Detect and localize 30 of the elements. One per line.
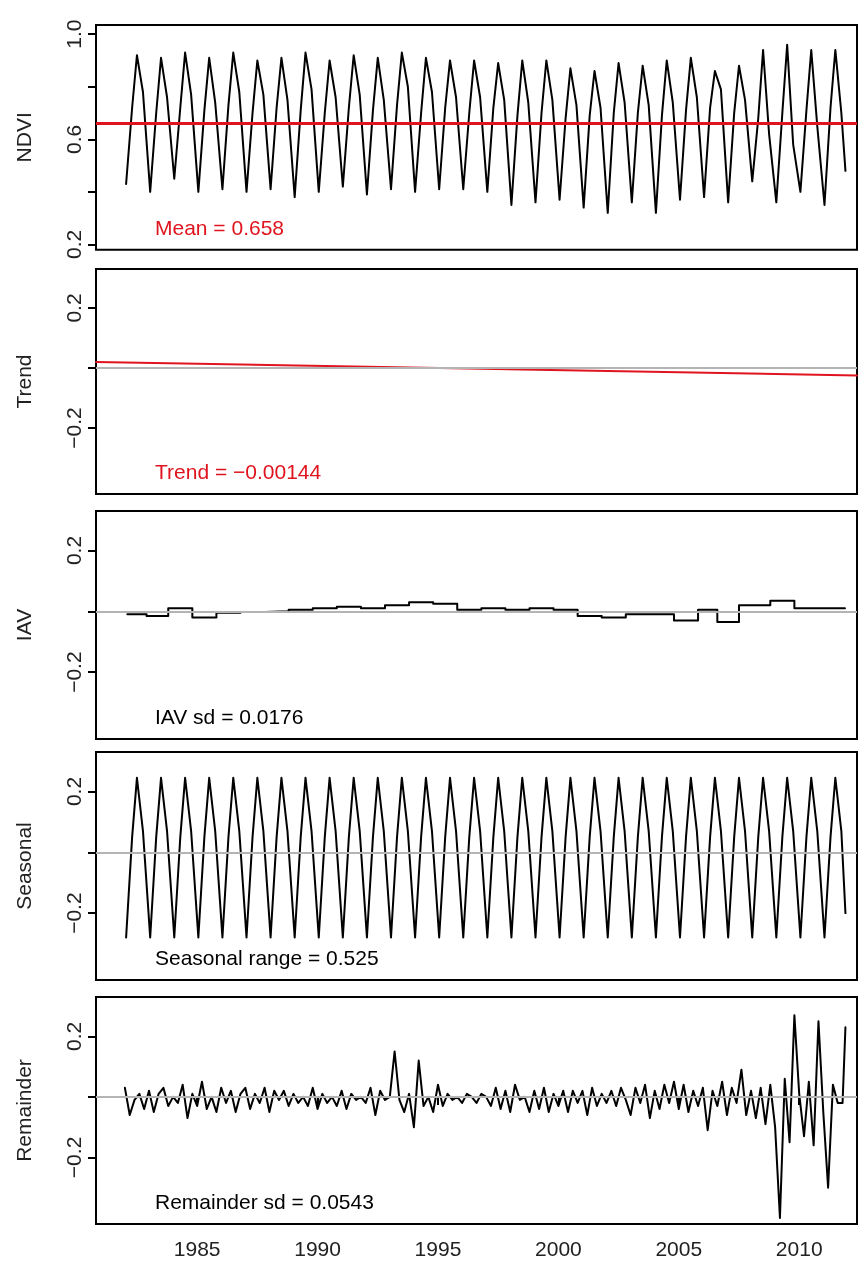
x-tick-label: 2005 bbox=[655, 1237, 703, 1260]
y-tick-label: 0.2 bbox=[62, 776, 85, 807]
x-tick-label: 1995 bbox=[414, 1237, 462, 1260]
line-series bbox=[123, 1014, 847, 1219]
annotation: Seasonal range = 0.525 bbox=[155, 946, 379, 969]
x-tick-label: 2010 bbox=[775, 1237, 823, 1260]
y-tick-label: 0.6 bbox=[62, 124, 85, 154]
y-tick-label: 0.2 bbox=[62, 1021, 85, 1051]
y-tick-label: 0.2 bbox=[62, 293, 85, 323]
line-series bbox=[125, 43, 847, 214]
y-axis-title: Seasonal bbox=[12, 822, 35, 910]
annotation: Trend = −0.00144 bbox=[155, 460, 322, 483]
y-axis-title: Trend bbox=[12, 354, 35, 409]
y-tick-label: −0.2 bbox=[62, 1136, 85, 1179]
x-tick-label: 2000 bbox=[535, 1237, 582, 1260]
y-axis-title: Remainder bbox=[12, 1059, 35, 1162]
y-tick-label: −0.2 bbox=[62, 892, 85, 934]
y-tick-label: −0.2 bbox=[62, 651, 85, 693]
line-series bbox=[125, 776, 847, 939]
y-tick-label: −0.2 bbox=[62, 407, 85, 449]
x-tick-label: 1990 bbox=[294, 1237, 341, 1260]
x-tick-label: 1985 bbox=[173, 1237, 221, 1260]
annotation: IAV sd = 0.0176 bbox=[155, 705, 304, 728]
annotation: Mean = 0.658 bbox=[155, 216, 285, 239]
y-tick-label: 0.2 bbox=[62, 229, 85, 260]
y-axis-title: NDVI bbox=[12, 112, 35, 163]
y-axis-title: IAV bbox=[12, 608, 35, 642]
annotation: Remainder sd = 0.0543 bbox=[155, 1190, 374, 1213]
y-tick-label: 1.0 bbox=[62, 19, 85, 49]
y-tick-label: 0.2 bbox=[62, 535, 85, 566]
